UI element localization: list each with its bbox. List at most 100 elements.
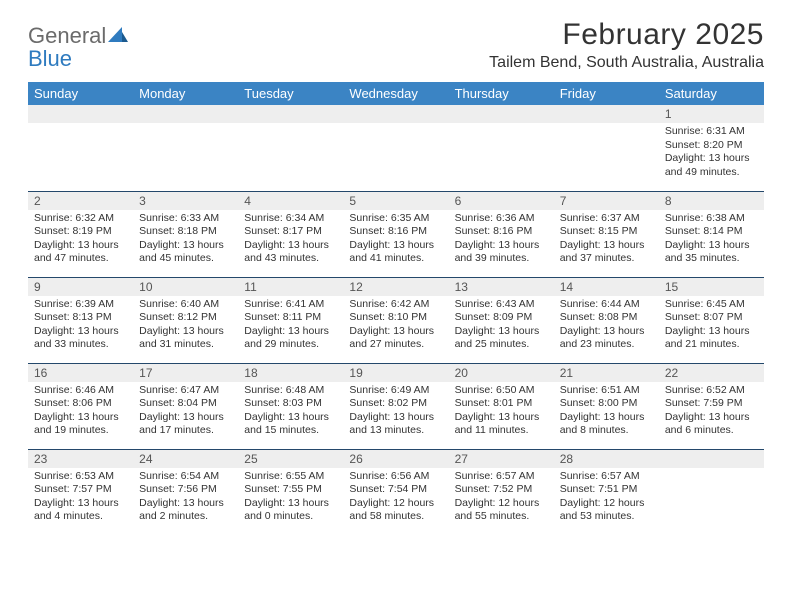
sunset-text: Sunset: 8:17 PM bbox=[244, 225, 337, 239]
daylight1-text: Daylight: 13 hours bbox=[665, 411, 758, 425]
day-details: Sunrise: 6:43 AMSunset: 8:09 PMDaylight:… bbox=[449, 296, 554, 357]
daylight1-text: Daylight: 13 hours bbox=[665, 239, 758, 253]
daylight1-text: Daylight: 13 hours bbox=[244, 411, 337, 425]
sunset-text: Sunset: 8:13 PM bbox=[34, 311, 127, 325]
daylight2-text: and 49 minutes. bbox=[665, 166, 758, 180]
brand-line2: Blue bbox=[28, 46, 72, 71]
calendar-cell: 22 Sunrise: 6:52 AMSunset: 7:59 PMDayligh… bbox=[659, 363, 764, 449]
daylight2-text: and 29 minutes. bbox=[244, 338, 337, 352]
calendar-cell: 26Sunrise: 6:56 AMSunset: 7:54 PMDayligh… bbox=[343, 449, 448, 535]
daylight1-text: Daylight: 13 hours bbox=[455, 239, 548, 253]
daylight2-text: and 39 minutes. bbox=[455, 252, 548, 266]
weekday-header-row: Sunday Monday Tuesday Wednesday Thursday… bbox=[28, 82, 764, 105]
sunset-text: Sunset: 8:08 PM bbox=[560, 311, 653, 325]
sunset-text: Sunset: 7:51 PM bbox=[560, 483, 653, 497]
daylight2-text: and 6 minutes. bbox=[665, 424, 758, 438]
month-title: February 2025 bbox=[489, 18, 764, 52]
day-number: 13 bbox=[449, 278, 554, 296]
day-number: 6 bbox=[449, 192, 554, 210]
sunrise-text: Sunrise: 6:39 AM bbox=[34, 298, 127, 312]
sunrise-text: Sunrise: 6:54 AM bbox=[139, 470, 232, 484]
sunset-text: Sunset: 8:15 PM bbox=[560, 225, 653, 239]
sunrise-text: Sunrise: 6:40 AM bbox=[139, 298, 232, 312]
sunrise-text: Sunrise: 6:57 AM bbox=[560, 470, 653, 484]
day-details: Sunrise: 6:34 AMSunset: 8:17 PMDaylight:… bbox=[238, 210, 343, 271]
sunset-text: Sunset: 8:03 PM bbox=[244, 397, 337, 411]
sunset-text: Sunset: 8:18 PM bbox=[139, 225, 232, 239]
day-number: 22 bbox=[659, 364, 764, 382]
day-number: 16 bbox=[28, 364, 133, 382]
sunrise-text: Sunrise: 6:49 AM bbox=[349, 384, 442, 398]
calendar-cell: 6Sunrise: 6:36 AMSunset: 8:16 PMDaylight… bbox=[449, 191, 554, 277]
day-details: Sunrise: 6:37 AMSunset: 8:15 PMDaylight:… bbox=[554, 210, 659, 271]
daylight2-text: and 47 minutes. bbox=[34, 252, 127, 266]
calendar-cell: 21Sunrise: 6:51 AMSunset: 8:00 PMDayligh… bbox=[554, 363, 659, 449]
daylight2-text: and 25 minutes. bbox=[455, 338, 548, 352]
daylight1-text: Daylight: 13 hours bbox=[139, 239, 232, 253]
day-number: 21 bbox=[554, 364, 659, 382]
calendar-cell: 16Sunrise: 6:46 AMSunset: 8:06 PMDayligh… bbox=[28, 363, 133, 449]
sunset-text: Sunset: 7:57 PM bbox=[34, 483, 127, 497]
calendar-cell: 20Sunrise: 6:50 AMSunset: 8:01 PMDayligh… bbox=[449, 363, 554, 449]
sunrise-text: Sunrise: 6:48 AM bbox=[244, 384, 337, 398]
daylight2-text: and 0 minutes. bbox=[244, 510, 337, 524]
daylight1-text: Daylight: 13 hours bbox=[349, 325, 442, 339]
sunrise-text: Sunrise: 6:52 AM bbox=[665, 384, 758, 398]
daylight1-text: Daylight: 12 hours bbox=[560, 497, 653, 511]
calendar-cell: 3Sunrise: 6:33 AMSunset: 8:18 PMDaylight… bbox=[133, 191, 238, 277]
day-number: 20 bbox=[449, 364, 554, 382]
daylight1-text: Daylight: 13 hours bbox=[244, 239, 337, 253]
sunset-text: Sunset: 7:59 PM bbox=[665, 397, 758, 411]
sunset-text: Sunset: 8:11 PM bbox=[244, 311, 337, 325]
day-details: Sunrise: 6:47 AMSunset: 8:04 PMDaylight:… bbox=[133, 382, 238, 443]
calendar-cell: 5Sunrise: 6:35 AMSunset: 8:16 PMDaylight… bbox=[343, 191, 448, 277]
daylight2-text: and 17 minutes. bbox=[139, 424, 232, 438]
daylight1-text: Daylight: 13 hours bbox=[560, 239, 653, 253]
calendar-cell: 19Sunrise: 6:49 AMSunset: 8:02 PMDayligh… bbox=[343, 363, 448, 449]
sunrise-text: Sunrise: 6:34 AM bbox=[244, 212, 337, 226]
sunset-text: Sunset: 7:52 PM bbox=[455, 483, 548, 497]
daylight2-text: and 33 minutes. bbox=[34, 338, 127, 352]
daylight1-text: Daylight: 13 hours bbox=[455, 325, 548, 339]
sunset-text: Sunset: 7:55 PM bbox=[244, 483, 337, 497]
daylight2-text: and 23 minutes. bbox=[560, 338, 653, 352]
daylight1-text: Daylight: 12 hours bbox=[455, 497, 548, 511]
daylight1-text: Daylight: 13 hours bbox=[34, 497, 127, 511]
daylight1-text: Daylight: 13 hours bbox=[34, 325, 127, 339]
sunset-text: Sunset: 8:00 PM bbox=[560, 397, 653, 411]
calendar-cell: 11Sunrise: 6:41 AMSunset: 8:11 PMDayligh… bbox=[238, 277, 343, 363]
calendar-cell: 12Sunrise: 6:42 AMSunset: 8:10 PMDayligh… bbox=[343, 277, 448, 363]
daylight1-text: Daylight: 13 hours bbox=[139, 411, 232, 425]
sunrise-text: Sunrise: 6:50 AM bbox=[455, 384, 548, 398]
day-number: 1 bbox=[659, 105, 764, 123]
daylight2-text: and 2 minutes. bbox=[139, 510, 232, 524]
sunset-text: Sunset: 8:02 PM bbox=[349, 397, 442, 411]
sunset-text: Sunset: 7:56 PM bbox=[139, 483, 232, 497]
daylight1-text: Daylight: 13 hours bbox=[34, 411, 127, 425]
calendar-cell: 17Sunrise: 6:47 AMSunset: 8:04 PMDayligh… bbox=[133, 363, 238, 449]
daylight1-text: Daylight: 13 hours bbox=[349, 411, 442, 425]
calendar-cell: 28Sunrise: 6:57 AMSunset: 7:51 PMDayligh… bbox=[554, 449, 659, 535]
calendar-cell: 2Sunrise: 6:32 AMSunset: 8:19 PMDaylight… bbox=[28, 191, 133, 277]
sunset-text: Sunset: 7:54 PM bbox=[349, 483, 442, 497]
daylight2-text: and 15 minutes. bbox=[244, 424, 337, 438]
calendar-week-row: 2Sunrise: 6:32 AMSunset: 8:19 PMDaylight… bbox=[28, 191, 764, 277]
daylight2-text: and 31 minutes. bbox=[139, 338, 232, 352]
day-details: Sunrise: 6:53 AMSunset: 7:57 PMDaylight:… bbox=[28, 468, 133, 529]
daylight2-text: and 41 minutes. bbox=[349, 252, 442, 266]
day-number: 26 bbox=[343, 450, 448, 468]
calendar-cell: 10Sunrise: 6:40 AMSunset: 8:12 PMDayligh… bbox=[133, 277, 238, 363]
sunrise-text: Sunrise: 6:51 AM bbox=[560, 384, 653, 398]
sunrise-text: Sunrise: 6:55 AM bbox=[244, 470, 337, 484]
day-number: 3 bbox=[133, 192, 238, 210]
calendar-week-row: 16Sunrise: 6:46 AMSunset: 8:06 PMDayligh… bbox=[28, 363, 764, 449]
weekday-header: Wednesday bbox=[343, 82, 448, 105]
day-details: Sunrise: 6:36 AMSunset: 8:16 PMDaylight:… bbox=[449, 210, 554, 271]
sunset-text: Sunset: 8:20 PM bbox=[665, 139, 758, 153]
sunset-text: Sunset: 8:01 PM bbox=[455, 397, 548, 411]
calendar-cell bbox=[554, 105, 659, 191]
calendar-cell: 24Sunrise: 6:54 AMSunset: 7:56 PMDayligh… bbox=[133, 449, 238, 535]
calendar-cell: 4Sunrise: 6:34 AMSunset: 8:17 PMDaylight… bbox=[238, 191, 343, 277]
daylight1-text: Daylight: 13 hours bbox=[244, 325, 337, 339]
sunset-text: Sunset: 8:12 PM bbox=[139, 311, 232, 325]
